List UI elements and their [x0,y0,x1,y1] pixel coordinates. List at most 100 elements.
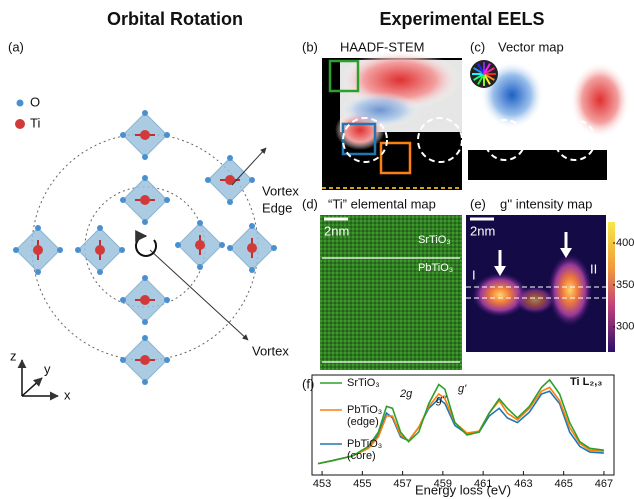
region-label: II [590,261,597,276]
o-atom [164,197,170,203]
panel-label: (c) [470,39,485,54]
ti-atom [140,195,150,205]
legend-label: (edge) [347,416,379,428]
o-atom [142,154,148,160]
panel-title: Vector map [498,39,564,54]
o-atom [249,177,255,183]
panel-title: “Ti” elemental map [328,196,436,211]
annotation: Vortex [262,183,299,198]
o-atom [142,110,148,116]
o-atom [142,175,148,181]
o-atom [35,225,41,231]
x-tick-label: 465 [554,478,572,490]
rotation-arrow [136,236,156,256]
legend-label: PbTiO₃ [347,404,382,416]
ti-atom [195,240,205,250]
o-atom [205,177,211,183]
title: Orbital Rotation [107,9,243,29]
o-atom [219,242,225,248]
colorbar [608,222,615,352]
o-atom [35,269,41,275]
ti-atom [33,245,43,255]
o-atom [164,297,170,303]
x-tick-label: 457 [393,478,411,490]
o-atom [142,335,148,341]
panel-title: g'' intensity map [500,196,592,211]
annotation: g' [458,383,467,395]
annotation: Edge [262,200,292,215]
o-atom [120,357,126,363]
x-tick-label: 459 [434,478,452,490]
x-tick-label: 461 [474,478,492,490]
intensity-map [515,286,555,314]
colorbar-label: 350 [616,279,634,291]
vector-image [570,62,630,138]
axis-name: y [44,361,51,376]
x-tick-label: 467 [595,478,613,490]
vector-image [468,150,607,180]
o-atom [120,132,126,138]
o-atom [227,245,233,251]
o-atom [13,247,19,253]
o-atom [227,155,233,161]
title: Experimental EELS [379,9,544,29]
colorbar-label: 400 [616,237,634,249]
legend-label: O [30,94,40,109]
axis-name: z [10,348,17,363]
o-atom [97,225,103,231]
haadf-image [340,92,420,128]
o-atom [271,245,277,251]
legend-ti [15,119,25,129]
region-label: I [472,267,476,282]
o-atom [57,247,63,253]
ti-atom [247,243,257,253]
ti-atom [95,245,105,255]
axis-name: x [64,387,71,402]
annotation: 2g [399,388,413,400]
haadf-image [322,150,462,190]
o-atom [197,220,203,226]
annotation: g'' [436,394,447,406]
o-atom [175,242,181,248]
o-atom [142,219,148,225]
colorbar-label: 300 [616,321,634,333]
ti-atom [140,355,150,365]
annotation: Vortex [252,343,289,358]
legend-label: Ti [30,115,40,130]
panel-title: HAADF-STEM [340,39,425,54]
o-atom [120,197,126,203]
x-tick-label: 463 [514,478,532,490]
legend-label: SrTiO₃ [347,377,380,389]
figure: Orbital Rotation Experimental EELS (a) (… [0,0,634,499]
o-atom [197,264,203,270]
o-atom [142,379,148,385]
scale-label: 2nm [470,223,495,238]
intensity-map [548,254,592,326]
legend-label: (core) [347,450,376,462]
ti-atom [140,130,150,140]
panel-label: (d) [302,196,318,211]
o-atom [142,319,148,325]
axis-arrow [22,378,42,396]
layer-label: SrTiO₃ [418,234,451,246]
o-atom [164,357,170,363]
o-atom [164,132,170,138]
o-atom [120,297,126,303]
scale-label: 2nm [324,223,349,238]
legend-label: PbTiO₃ [347,438,382,450]
o-atom [75,247,81,253]
o-atom [119,247,125,253]
o-atom [249,223,255,229]
panel-label: (e) [470,196,486,211]
x-tick-label: 455 [353,478,371,490]
x-tick-label: 453 [313,478,331,490]
o-atom [249,267,255,273]
panel-label: (a) [8,39,24,54]
legend-o [17,100,24,107]
annotation: Ti L₂,₃ [570,376,602,388]
o-atom [227,199,233,205]
ti-atom [140,295,150,305]
o-atom [142,275,148,281]
o-atom [97,269,103,275]
x-axis-label: Energy loss (eV) [415,482,511,497]
